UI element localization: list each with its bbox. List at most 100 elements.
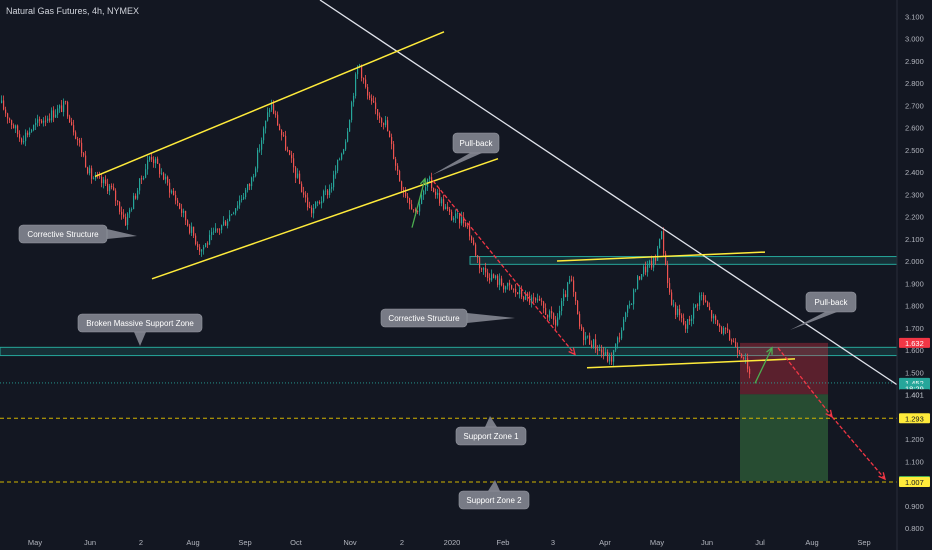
callout-box bbox=[455, 426, 527, 446]
candle-body bbox=[221, 225, 223, 230]
candle-body bbox=[723, 328, 725, 334]
candle-body bbox=[625, 312, 627, 320]
candle-body bbox=[285, 135, 287, 150]
callout-box bbox=[452, 132, 500, 154]
price-tick-label: 2.500 bbox=[905, 146, 924, 155]
price-tick-label: 1.800 bbox=[905, 302, 924, 311]
candle-body bbox=[17, 125, 19, 135]
candle-body bbox=[109, 185, 111, 192]
candle-body bbox=[363, 78, 365, 80]
candle-body bbox=[75, 132, 77, 139]
candle-body bbox=[497, 275, 499, 285]
candle-body bbox=[729, 330, 731, 340]
price-label: 1.007 bbox=[905, 478, 924, 487]
time-tick-label: Apr bbox=[599, 538, 611, 547]
candle-body bbox=[207, 243, 209, 245]
candle-body bbox=[353, 95, 355, 103]
decline-arrow-red-head bbox=[568, 347, 576, 356]
candle-body bbox=[375, 102, 377, 109]
candle-body bbox=[605, 351, 607, 355]
candle-body bbox=[117, 200, 119, 202]
candle-body bbox=[243, 197, 245, 199]
candle-body bbox=[535, 298, 537, 301]
candle-body bbox=[145, 169, 147, 178]
candle-body bbox=[19, 134, 21, 139]
candle-body bbox=[603, 352, 605, 355]
candle-body bbox=[251, 177, 253, 187]
candle-body bbox=[105, 179, 107, 184]
candle-body bbox=[215, 228, 217, 232]
candle-body bbox=[101, 176, 103, 184]
candle-body bbox=[705, 300, 707, 302]
candle-body bbox=[409, 198, 411, 205]
callout-label: Support Zone 2 bbox=[466, 496, 522, 505]
candle-body bbox=[323, 191, 325, 202]
candle-body bbox=[45, 120, 47, 122]
price-tick-label: 2.300 bbox=[905, 190, 924, 199]
candle-body bbox=[149, 157, 151, 161]
candle-body bbox=[399, 171, 401, 182]
candle-body bbox=[453, 218, 455, 221]
candle-body bbox=[223, 221, 225, 226]
candle-body bbox=[631, 304, 633, 305]
candle-body bbox=[493, 274, 495, 279]
candle-body bbox=[595, 339, 597, 350]
candle-body bbox=[703, 295, 705, 301]
candle-body bbox=[115, 190, 117, 201]
candle-body bbox=[439, 192, 441, 204]
candle-body bbox=[369, 95, 371, 99]
candle-body bbox=[271, 104, 273, 110]
candle-body bbox=[451, 211, 453, 221]
candle-body bbox=[43, 120, 45, 123]
candle-body bbox=[171, 190, 173, 193]
time-tick-label: May bbox=[650, 538, 664, 547]
candle-body bbox=[225, 221, 227, 226]
price-tick-label: 1.500 bbox=[905, 368, 924, 377]
candle-body bbox=[57, 108, 59, 115]
candle-body bbox=[169, 182, 171, 193]
price-label: 1.452 bbox=[905, 379, 924, 388]
candle-body bbox=[297, 173, 299, 178]
price-tick-label: 2.700 bbox=[905, 101, 924, 110]
candle-body bbox=[557, 317, 559, 326]
candle-body bbox=[649, 260, 651, 265]
candle-body bbox=[417, 211, 419, 212]
candle-body bbox=[749, 368, 751, 374]
candle-body bbox=[205, 243, 207, 248]
candle-body bbox=[325, 190, 327, 192]
candle-body bbox=[359, 64, 361, 66]
candle-body bbox=[217, 228, 219, 230]
candle-body bbox=[665, 253, 667, 265]
candle-body bbox=[739, 352, 741, 355]
candle-body bbox=[305, 194, 307, 198]
candle-body bbox=[265, 120, 267, 129]
candle-body bbox=[253, 176, 255, 178]
time-tick-label: 3 bbox=[551, 538, 555, 547]
candle-body bbox=[449, 209, 451, 212]
candle-body bbox=[639, 276, 641, 280]
candle-body bbox=[21, 138, 23, 143]
candle-body bbox=[415, 209, 417, 212]
candle-body bbox=[469, 226, 471, 237]
candle-body bbox=[583, 329, 585, 341]
candle-body bbox=[301, 183, 303, 193]
candle-body bbox=[669, 283, 671, 293]
candle-body bbox=[113, 187, 115, 191]
candle-body bbox=[229, 215, 231, 222]
time-tick-label: Jun bbox=[701, 538, 713, 547]
price-tick-label: 1.100 bbox=[905, 457, 924, 466]
candle-body bbox=[435, 191, 437, 196]
candle-body bbox=[495, 275, 497, 279]
candle-body bbox=[339, 159, 341, 161]
candle-body bbox=[413, 209, 415, 211]
candle-body bbox=[157, 158, 159, 164]
candle-body bbox=[695, 304, 697, 308]
candle-body bbox=[351, 102, 353, 120]
candle-body bbox=[461, 217, 463, 224]
candle-body bbox=[277, 114, 279, 126]
candle-body bbox=[37, 119, 39, 123]
candle-body bbox=[653, 258, 655, 268]
candle-body bbox=[733, 341, 735, 343]
candle-body bbox=[367, 86, 369, 96]
